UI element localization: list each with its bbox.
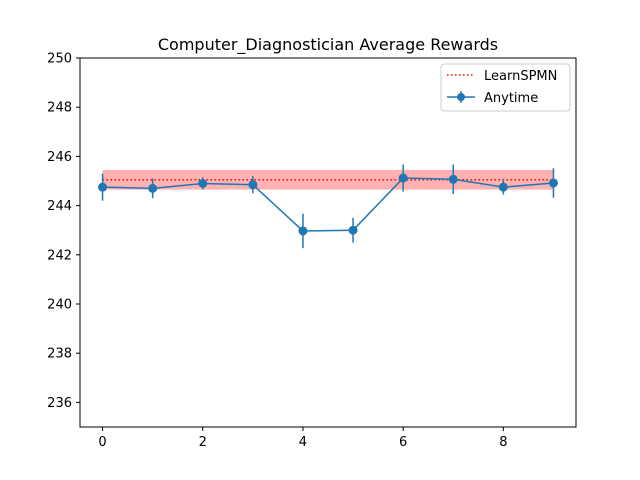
anytime-point bbox=[398, 173, 408, 183]
x-axis: 0 2 4 6 8 bbox=[98, 427, 507, 450]
y-tick-label: 240 bbox=[47, 298, 72, 313]
y-tick-label: 242 bbox=[47, 248, 72, 263]
anytime-point bbox=[248, 180, 258, 190]
legend: LearnSPMN Anytime bbox=[440, 63, 571, 112]
series-layer bbox=[98, 164, 558, 249]
y-tick-label: 238 bbox=[47, 347, 72, 362]
anytime-point bbox=[98, 182, 108, 192]
anytime-point bbox=[198, 178, 208, 188]
x-tick-label: 8 bbox=[499, 435, 507, 450]
anytime-point bbox=[498, 182, 508, 192]
y-tick-label: 250 bbox=[47, 52, 72, 67]
x-tick-label: 4 bbox=[299, 435, 307, 450]
legend-anytime-label: Anytime bbox=[484, 91, 538, 106]
anytime-point bbox=[148, 183, 158, 193]
anytime-line bbox=[102, 177, 554, 232]
anytime-point bbox=[348, 225, 358, 235]
y-axis: 236 238 240 242 244 246 248 250 bbox=[47, 52, 80, 411]
x-tick-label: 6 bbox=[399, 435, 407, 450]
legend-anytime-marker bbox=[457, 93, 465, 101]
legend-box bbox=[440, 63, 571, 112]
anytime-point bbox=[448, 174, 458, 184]
anytime-point bbox=[298, 226, 308, 236]
anytime-point bbox=[548, 178, 558, 188]
y-tick-label: 248 bbox=[47, 101, 72, 116]
x-tick-label: 0 bbox=[98, 435, 106, 450]
y-tick-label: 246 bbox=[47, 150, 72, 165]
y-tick-label: 244 bbox=[47, 199, 72, 214]
plot-area-frame bbox=[79, 57, 577, 428]
x-tick-label: 2 bbox=[199, 435, 207, 450]
legend-learnspmn-label: LearnSPMN bbox=[484, 69, 557, 84]
y-tick-label: 236 bbox=[47, 396, 72, 411]
chart-title: Computer_Diagnostician Average Rewards bbox=[158, 35, 498, 55]
